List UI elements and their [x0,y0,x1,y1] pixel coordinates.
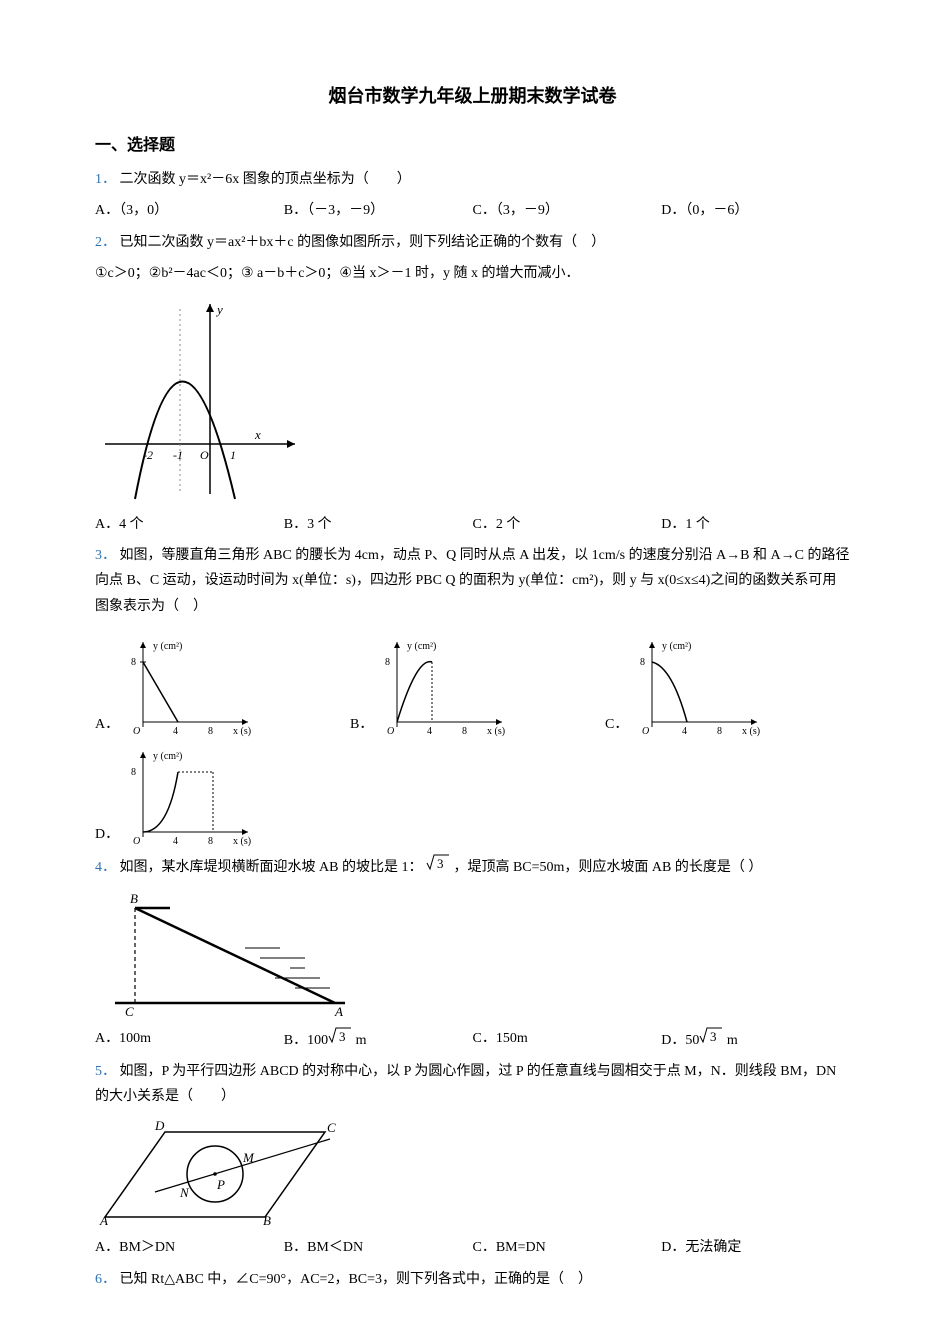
q5-opt-c: C．BM=DN [473,1235,662,1260]
page-title: 烟台市数学九年级上册期末数学试卷 [95,80,850,112]
q6-number: 6． [95,1272,116,1287]
q2-xtick-neg2: -2 [143,448,153,462]
svg-text:O: O [642,726,649,737]
svg-text:y (cm²): y (cm²) [407,641,436,652]
svg-text:N: N [179,1185,190,1200]
svg-text:A: A [334,1004,343,1018]
q2-figure: -2 -1 1 O x y [95,294,850,504]
q3-number: 3． [95,548,116,563]
q6-text: 已知 Rt△ABC 中，∠C=90°，AC=2，BC=3，则下列各式中，正确的是… [120,1272,593,1287]
q4-opt-c: C．150m [473,1026,662,1053]
svg-text:C: C [125,1004,134,1018]
q2-origin: O [200,448,209,462]
svg-text:8: 8 [208,726,213,737]
q3-opt-b: B． y (cm²) x (s) O 8 4 8 [350,637,595,737]
svg-text:D: D [154,1118,165,1133]
svg-text:x (s): x (s) [742,726,760,737]
q2-opt-a: A．4 个 [95,512,284,537]
question-3: 3． 如图，等腰直角三角形 ABC 的腰长为 4cm，动点 P、Q 同时从点 A… [95,543,850,619]
q2-xtick-1: 1 [230,448,236,462]
q1-options: A．（3，0） B．（－3，－9） C．（3，－9） D．（0，－6） [95,198,850,223]
q2-opt-d: D．1 个 [661,512,850,537]
svg-text:O: O [133,726,140,737]
svg-text:C: C [327,1120,336,1135]
q5-number: 5． [95,1064,116,1079]
section-header: 一、选择题 [95,132,850,161]
q4-sqrt: 3 [426,853,450,871]
svg-text:P: P [216,1177,225,1192]
q5-opt-a: A．BM＞DN [95,1235,284,1260]
q1-text: 二次函数 y＝x²－6x 图象的顶点坐标为（ ） [120,172,411,187]
q2-number: 2． [95,235,116,250]
svg-text:8: 8 [131,657,136,668]
svg-text:8: 8 [208,836,213,847]
q2-opt-b: B．3 个 [284,512,473,537]
svg-text:3: 3 [339,1029,346,1044]
q2-opt-c: C．2 个 [473,512,662,537]
q4-figure: B C A [95,888,850,1018]
svg-text:8: 8 [385,657,390,668]
q2-text: 已知二次函数 y＝ax²＋bx＋c 的图像如图所示，则下列结论正确的个数有（ ） [120,235,606,250]
q3-text: 如图，等腰直角三角形 ABC 的腰长为 4cm，动点 P、Q 同时从点 A 出发… [95,548,849,613]
svg-text:x (s): x (s) [487,726,505,737]
svg-text:x (s): x (s) [233,726,251,737]
q3-options: A． y (cm²) x (s) O 8 4 8 B． y (cm²) x (s… [95,637,850,847]
question-2: 2． 已知二次函数 y＝ax²＋bx＋c 的图像如图所示，则下列结论正确的个数有… [95,230,850,255]
q5-opt-d: D．无法确定 [661,1235,850,1260]
svg-text:O: O [387,726,394,737]
question-5: 5． 如图，P 为平行四边形 ABCD 的对称中心，以 P 为圆心作圆，过 P … [95,1059,850,1109]
svg-text:4: 4 [173,836,178,847]
q3-opt-d: D． y (cm²) x (s) O 8 4 8 [95,747,850,847]
svg-text:3: 3 [437,856,444,871]
svg-text:8: 8 [717,726,722,737]
q1-opt-c: C．（3，－9） [473,198,662,223]
q3-opt-c: C． y (cm²) x (s) O 8 4 8 [605,637,850,737]
q4-text-post: ，堤顶高 BC=50m，则应水坡面 AB 的长度是（ ） [453,860,762,875]
q5-text: 如图，P 为平行四边形 ABCD 的对称中心，以 P 为圆心作圆，过 P 的任意… [95,1064,836,1104]
q4-text-pre: 如图，某水库堤坝横断面迎水坡 AB 的坡比是 1： [120,860,423,875]
svg-text:M: M [242,1150,255,1165]
svg-text:B: B [263,1213,271,1227]
svg-text:8: 8 [462,726,467,737]
svg-text:y (cm²): y (cm²) [153,751,182,762]
q4-opt-a: A．100m [95,1026,284,1053]
question-6: 6． 已知 Rt△ABC 中，∠C=90°，AC=2，BC=3，则下列各式中，正… [95,1267,850,1292]
svg-text:x (s): x (s) [233,836,251,847]
question-4: 4． 如图，某水库堤坝横断面迎水坡 AB 的坡比是 1： 3 ，堤顶高 BC=5… [95,853,850,880]
q4-opt-d: D．503 m [661,1026,850,1053]
q2-ylabel: y [215,302,223,317]
q2-xtick-neg1: -1 [173,448,183,462]
q5-figure: A B C D M N P [95,1117,850,1227]
svg-text:4: 4 [682,726,687,737]
svg-text:8: 8 [640,657,645,668]
svg-text:y (cm²): y (cm²) [662,641,691,652]
q1-opt-d: D．（0，－6） [661,198,850,223]
q4-number: 4． [95,860,116,875]
svg-text:O: O [133,836,140,847]
q2-subtext: ①c＞0；②b²－4ac＜0；③ a－b＋c＞0；④当 x＞－1 时，y 随 x… [95,261,850,286]
q1-number: 1． [95,172,116,187]
svg-text:3: 3 [710,1029,717,1044]
question-1: 1． 二次函数 y＝x²－6x 图象的顶点坐标为（ ） [95,167,850,192]
q5-options: A．BM＞DN B．BM＜DN C．BM=DN D．无法确定 [95,1235,850,1260]
q2-xlabel: x [254,427,261,442]
svg-text:4: 4 [427,726,432,737]
svg-text:4: 4 [173,726,178,737]
q1-opt-a: A．（3，0） [95,198,284,223]
svg-text:8: 8 [131,767,136,778]
svg-text:B: B [130,891,138,906]
q4-opt-b: B．1003 m [284,1026,473,1053]
svg-text:y (cm²): y (cm²) [153,641,182,652]
q2-options: A．4 个 B．3 个 C．2 个 D．1 个 [95,512,850,537]
svg-text:A: A [99,1213,108,1227]
q5-opt-b: B．BM＜DN [284,1235,473,1260]
q3-opt-a: A． y (cm²) x (s) O 8 4 8 [95,637,340,737]
q4-options: A．100m B．1003 m C．150m D．503 m [95,1026,850,1053]
q1-opt-b: B．（－3，－9） [284,198,473,223]
